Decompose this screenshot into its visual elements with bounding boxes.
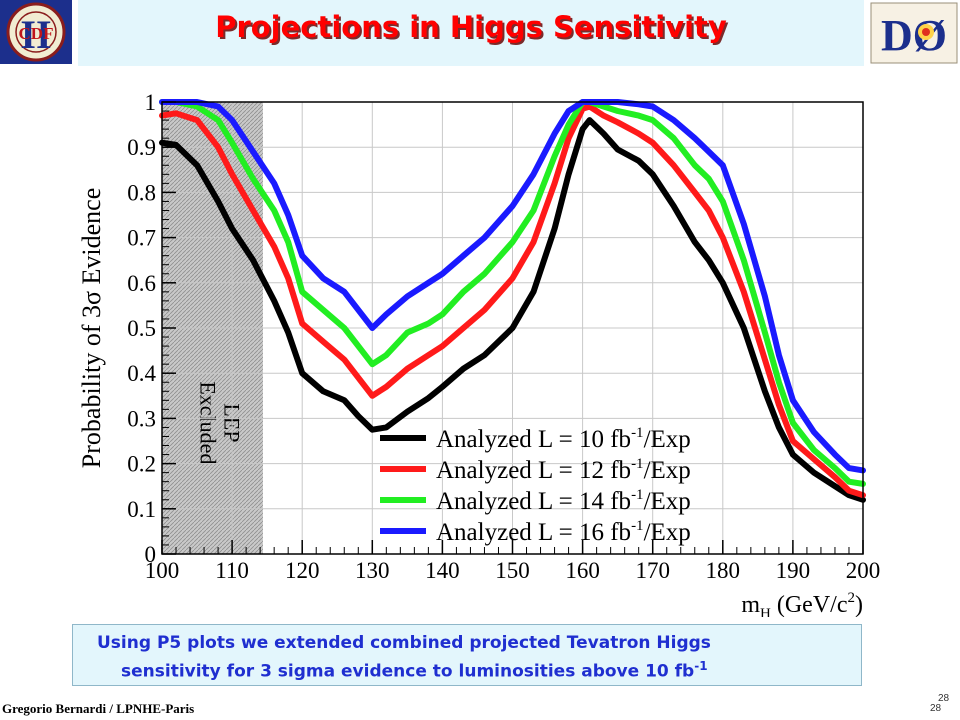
- series-line-2: [159, 103, 866, 499]
- legend-sup: -1: [631, 456, 644, 472]
- page-number-top: 28: [938, 693, 950, 704]
- cdf-logo-text: CDF: [19, 24, 54, 43]
- legend-sup: -1: [631, 425, 644, 441]
- legend-suffix: /Exp: [644, 519, 691, 546]
- y-axis-label: Probability of 3σ Evidence: [78, 188, 106, 468]
- caption-line-2: sensitivity for 3 sigma evidence to lumi…: [121, 659, 708, 682]
- y-tick-label: 0.9: [127, 135, 156, 160]
- legend-suffix: /Exp: [644, 488, 691, 515]
- title-banner: [78, 0, 864, 66]
- legend-label-1: Analyzed L = 10 fb-1/Exp: [436, 425, 691, 453]
- footer-author: Gregorio Bernardi / LPNHE-Paris: [2, 701, 195, 716]
- x-tick-label: 160: [565, 558, 600, 583]
- page-number-bottom: 28: [930, 703, 942, 714]
- x-tick-label: 190: [776, 558, 811, 583]
- y-tick-label: 0.5: [127, 316, 156, 341]
- series-line-4: [159, 99, 866, 474]
- series-line-3: [159, 99, 866, 487]
- y-tick-label: 0.4: [127, 361, 156, 386]
- legend-suffix: /Exp: [644, 426, 691, 453]
- x-axis-label-sub: H: [760, 606, 771, 617]
- series-line-1: [159, 117, 866, 503]
- x-axis-label-symbol: m: [741, 592, 760, 617]
- d0-logo-icon: DØ: [870, 2, 958, 64]
- d0-logo-text: DØ: [881, 11, 947, 60]
- x-tick-label: 110: [215, 558, 249, 583]
- legend-sup: -1: [631, 487, 644, 503]
- y-tick-label: 0.3: [127, 406, 156, 431]
- excluded-label-2: Excluded: [195, 381, 220, 464]
- y-tick-label: 0.2: [127, 452, 156, 477]
- cdf-logo-icon: II CDF: [0, 0, 72, 64]
- y-tick-label: 0.1: [127, 497, 156, 522]
- x-tick-label: 120: [285, 558, 320, 583]
- caption-line-1: Using P5 plots we extended combined proj…: [97, 633, 711, 653]
- legend-label-4: Analyzed L = 16 fb-1/Exp: [436, 518, 691, 546]
- x-tick-label: 100: [145, 558, 180, 583]
- caption-box: Using P5 plots we extended combined proj…: [72, 624, 862, 686]
- caption-line-2-text: sensitivity for 3 sigma evidence to lumi…: [121, 661, 695, 682]
- x-tick-label: 150: [495, 558, 530, 583]
- y-tick-label: 0: [145, 542, 157, 567]
- caption-line-2-sup: -1: [694, 659, 708, 673]
- x-tick-label: 140: [425, 558, 460, 583]
- sensitivity-chart: LEP Excluded 100 110 120 130 140 150 160 170 180 1…: [77, 82, 888, 622]
- legend-text: Analyzed L = 14 fb: [436, 488, 631, 515]
- legend-label-3: Analyzed L = 14 fb-1/Exp: [436, 487, 691, 515]
- x-tick-label: 170: [635, 558, 670, 583]
- slide-title: Projections in Higgs Sensitivity: [215, 10, 727, 44]
- legend-label-2: Analyzed L = 12 fb-1/Exp: [436, 456, 691, 484]
- y-tick-label: 1: [145, 90, 157, 115]
- x-tick-label: 200: [846, 558, 881, 583]
- legend-suffix: /Exp: [644, 457, 691, 484]
- legend-text: Analyzed L = 16 fb: [436, 519, 631, 546]
- y-tick-label: 0.8: [127, 180, 156, 205]
- cdf-logo-numeral: II: [20, 12, 51, 57]
- x-axis-label-sup: 2: [848, 590, 856, 606]
- legend-text: Analyzed L = 12 fb: [436, 457, 631, 484]
- x-axis-label: mH (GeV/c2): [741, 590, 863, 617]
- x-axis-label-end: ): [855, 592, 863, 617]
- y-tick-label: 0.6: [127, 271, 156, 296]
- x-tick-label: 180: [706, 558, 741, 583]
- x-tick-label: 130: [355, 558, 390, 583]
- x-axis-label-units: (GeV/c: [771, 592, 848, 617]
- legend-sup: -1: [631, 518, 644, 534]
- y-tick-label: 0.7: [127, 226, 156, 251]
- legend-text: Analyzed L = 10 fb: [436, 426, 631, 453]
